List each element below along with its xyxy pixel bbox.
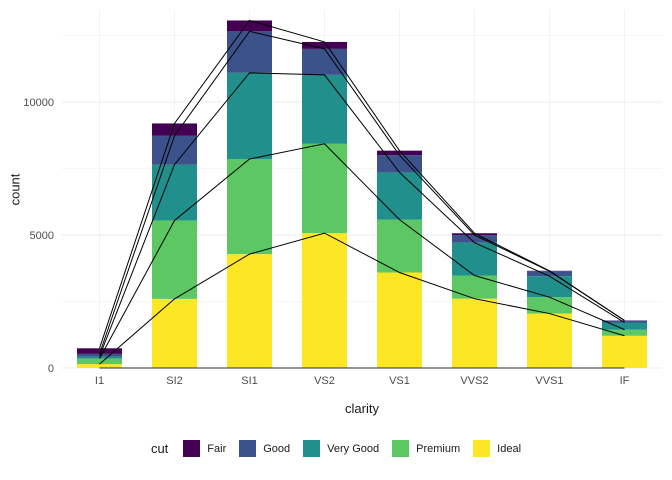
legend-swatch-good [239,440,257,457]
bar-segment-vs2-ideal [302,233,347,368]
y-tick-labels: 0 5000 10000 [23,97,54,375]
bar-segment-si1-very-good [227,72,272,160]
bar-segment-vvs2-premium [452,275,497,299]
legend-swatch-very-good [303,440,321,457]
stack-line-good [99,30,625,355]
legend-swatch-fair [183,440,201,457]
bar-segment-vvs2-very-good [452,242,497,276]
legend-item-very-good: Very Good [303,440,379,457]
bar-segment-si1-ideal [227,254,272,368]
bar-segment-vs2-very-good [302,74,347,144]
bar-segment-if-ideal [602,335,647,368]
x-tick-label-if: IF [620,375,630,387]
bar-segment-vs2-premium [302,143,347,234]
x-tick-label-vvs1: VVS1 [535,375,563,387]
bar-segment-si2-good [152,135,197,165]
legend-item-premium: Premium [392,440,460,457]
y-tick-label-5000: 5000 [30,230,54,242]
legend-item-fair: Fair [183,440,226,457]
bar-segment-vs1-ideal [377,272,422,368]
bar-segment-si2-fair [152,123,197,136]
bar-segment-si1-fair [227,20,272,32]
legend-label-fair: Fair [207,442,227,455]
bar-segment-vvs1-good [527,271,572,277]
bar-segment-vvs1-premium [527,297,572,314]
stack-line-ideal [99,232,625,365]
y-tick-label-0: 0 [48,363,54,375]
bar-segment-vs1-fair [377,150,422,156]
bar-segment-vvs2-ideal [452,298,497,368]
plot-canvas: I1 SI2 SI1 VS2 VS1 VVS2 VVS1 IF 0 5000 10000 [23,10,662,387]
x-tick-label-vvs2: VVS2 [460,375,488,387]
bar-segment-if-good [602,320,647,323]
x-tick-label-si1: SI1 [241,375,258,387]
bar-segment-if-very-good [602,322,647,330]
bar-segment-si2-very-good [152,164,197,221]
legend-label-ideal: Ideal [497,442,522,455]
bar-segment-i1-very-good [77,356,122,359]
bar-segment-vvs2-good [452,235,497,243]
x-tick-label-si2: SI2 [166,375,183,387]
x-tick-label-vs2: VS2 [314,375,335,387]
stack-line-premium [99,143,625,359]
bar-segment-vvs1-very-good [527,276,572,298]
x-axis-title: clarity [345,401,379,416]
cumulative-lines [99,19,625,369]
legend-label-good: Good [263,442,291,455]
stack-line-fair [99,19,625,349]
bar-segment-si2-premium [152,220,197,299]
x-tick-label-vs1: VS1 [389,375,410,387]
legend-item-ideal: Ideal [473,440,521,457]
bar-segment-vs2-fair [302,41,347,49]
stack-line-very-good [99,72,625,357]
bar-segment-i1-premium [77,358,122,365]
bar-segment-if-premium [602,329,647,336]
legend-label-very-good: Very Good [327,442,380,455]
bar-segment-vs1-very-good [377,172,422,220]
y-tick-label-10000: 10000 [23,97,54,109]
bar-segment-i1-fair [77,348,122,354]
x-tick-labels: I1 SI2 SI1 VS2 VS1 VVS2 VVS1 IF [95,375,630,387]
legend-item-good: Good [239,440,290,457]
bar-segment-si1-good [227,31,272,73]
bar-segment-si2-ideal [152,298,197,368]
bar-segment-si1-premium [227,159,272,255]
bar-segment-vs1-premium [377,219,422,273]
y-axis-title: count [7,173,23,206]
legend-swatch-ideal [473,440,491,457]
legend-label-premium: Premium [416,442,461,455]
bar-segment-vvs2-fair [452,233,497,236]
bar-segment-vs1-good [377,155,422,173]
bar-segment-i1-ideal [77,364,122,368]
x-tick-label-i1: I1 [95,375,104,387]
legend-swatch-premium [392,440,410,457]
legend-title: cut [150,441,169,456]
bar-segment-vvs1-ideal [527,313,572,368]
legend: cut Fair Good Very Good Premium Ideal [0,440,672,457]
